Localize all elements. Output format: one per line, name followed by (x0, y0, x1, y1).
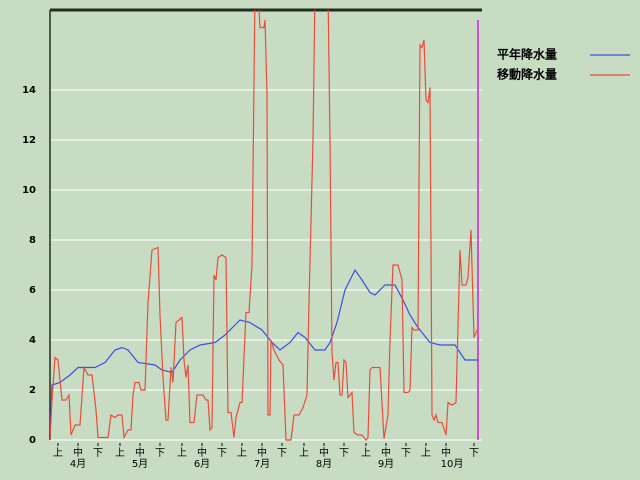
plot-lines (50, 10, 478, 441)
legend-label: 平年降水量 (497, 47, 557, 62)
x-tick-label: 中 (73, 446, 83, 459)
y-tick-label: 10 (22, 185, 36, 196)
x-tick-label: 下 (217, 448, 227, 459)
month-label: 8月 (316, 458, 332, 470)
x-tick-label: 上 (115, 447, 125, 459)
x-tick-label: 下 (401, 448, 411, 459)
month-label: 9月 (378, 458, 394, 470)
series-line (50, 268, 478, 441)
x-tick-label: 下 (277, 448, 287, 459)
x-tick-label: 中 (257, 446, 267, 459)
x-tick-label: 上 (237, 447, 247, 459)
x-tick-label: 中 (197, 446, 207, 459)
y-tick-label: 0 (29, 435, 36, 446)
series-line (50, 10, 478, 441)
y-tick-label: 12 (22, 135, 36, 146)
x-tick-label: 下 (93, 448, 103, 459)
x-tick-label: 上 (421, 447, 431, 459)
legend-label: 移動降水量 (497, 67, 557, 82)
y-tick-label: 14 (22, 85, 36, 96)
y-tick-label: 2 (29, 385, 36, 396)
x-tick-label: 下 (155, 448, 165, 459)
x-tick-label: 下 (339, 448, 349, 459)
x-tick-label: 下 (469, 448, 479, 459)
x-tick-label: 中 (319, 446, 329, 459)
x-tick-label: 上 (299, 447, 309, 459)
x-tick-label: 中 (381, 446, 391, 459)
month-label: 4月 (70, 458, 86, 470)
y-tick-label: 6 (29, 285, 36, 296)
y-tick-label: 4 (29, 335, 36, 346)
month-label: 6月 (194, 458, 210, 470)
x-tick-label: 上 (361, 447, 371, 459)
x-tick-label: 上 (177, 447, 187, 459)
x-tick-label: 中 (135, 446, 145, 459)
month-label: 7月 (254, 458, 270, 470)
x-tick-label: 中 (441, 446, 451, 459)
month-label: 5月 (132, 458, 148, 470)
month-label: 10月 (441, 458, 464, 470)
y-tick-label: 8 (29, 235, 36, 246)
x-tick-label: 上 (53, 447, 63, 459)
